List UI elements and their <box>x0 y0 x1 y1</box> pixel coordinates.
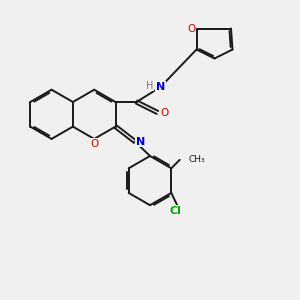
Text: O: O <box>91 139 99 149</box>
Text: CH₃: CH₃ <box>188 155 205 164</box>
Text: N: N <box>156 82 165 92</box>
Text: Cl: Cl <box>170 206 182 216</box>
Text: H: H <box>146 80 154 91</box>
Text: O: O <box>187 23 195 34</box>
Text: O: O <box>160 107 168 118</box>
Text: N: N <box>136 136 145 147</box>
